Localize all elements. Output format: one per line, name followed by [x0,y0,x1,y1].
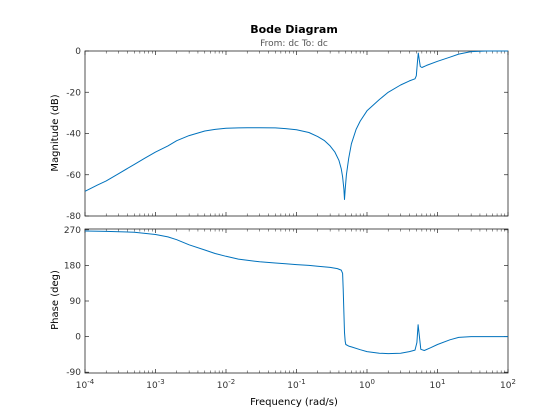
phase-y-tick-label: 0 [75,333,81,343]
frequency-tick-label: 10-1 [287,378,305,391]
magnitude-y-tick-label: -80 [66,212,81,222]
frequency-tick-exponent: 0 [370,378,374,386]
phase-response-line [84,230,508,355]
frequency-tick-base: 10 [359,381,371,391]
magnitude-response-line [84,50,508,200]
frequency-tick-base: 10 [76,381,88,391]
frequency-tick-base: 10 [217,381,229,391]
magnitude-y-tick-label: 0 [75,47,81,57]
frequency-tick-base: 10 [500,381,512,391]
magnitude-y-tick-label: -60 [66,171,81,181]
frequency-tick-base: 10 [430,381,442,391]
frequency-tick-label: 10-3 [146,378,164,391]
magnitude-plot-frame [84,50,509,217]
phase-y-tick-label: 180 [64,261,81,271]
frequency-tick-label: 10-4 [76,378,95,391]
phase-y-tick-label: -90 [66,368,81,378]
frequency-tick-exponent: 2 [511,378,515,386]
frequency-tick-label: 102 [500,378,516,391]
frequency-tick-label: 10-2 [217,378,235,391]
frequency-tick-exponent: 1 [441,378,445,386]
magnitude-axis-label: Magnitude (dB) [50,94,61,171]
phase-y-tick-label: 90 [70,297,82,307]
phase-axis-label: Phase (deg) [50,270,61,330]
frequency-tick-exponent: -4 [87,378,95,386]
frequency-axis-label: Frequency (rad/s) [250,397,338,408]
phase-axes [84,228,509,374]
frequency-tick-label: 101 [430,378,446,391]
magnitude-axes [84,50,509,217]
frequency-tick-base: 10 [146,381,158,391]
phase-y-tick-label: 270 [64,226,81,236]
chart-title: Bode Diagram [250,23,338,36]
phase-plot-frame [84,228,509,374]
magnitude-y-tick-label: -40 [66,130,81,140]
magnitude-y-tick-label: -20 [66,88,81,98]
frequency-tick-label: 100 [359,378,375,391]
frequency-tick-exponent: -1 [299,378,306,386]
chart-subtitle: From: dc To: dc [260,39,328,49]
frequency-tick-exponent: -3 [158,378,165,386]
frequency-tick-base: 10 [287,381,299,391]
frequency-tick-exponent: -2 [228,378,235,386]
